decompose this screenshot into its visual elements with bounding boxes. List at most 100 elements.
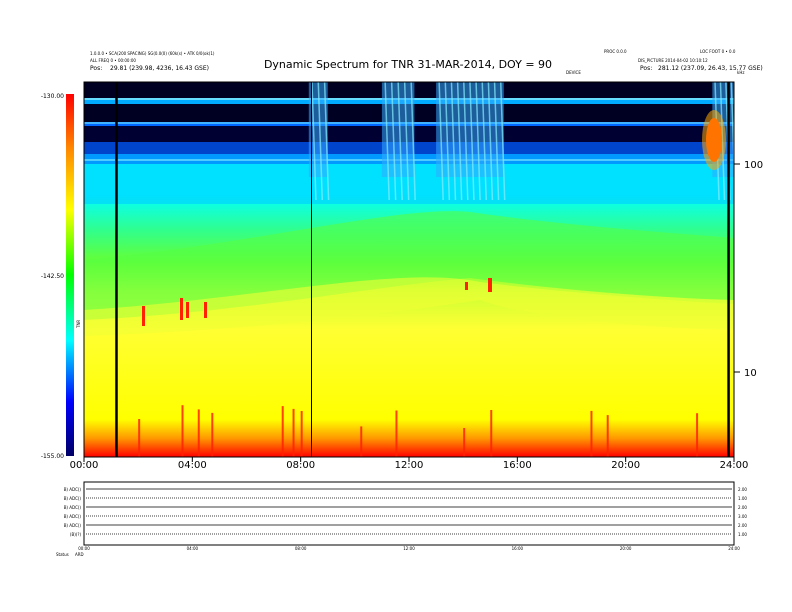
header-center-small: DEVICE (566, 70, 581, 75)
burst-streak (403, 82, 410, 201)
colorbar-tick-top: -130.00 (41, 93, 64, 100)
hk-row-label: B) ADC() (64, 505, 82, 510)
burst-streak (475, 82, 481, 201)
burst-streak (390, 82, 397, 201)
burst-halo-end (702, 110, 726, 170)
header-left-line2: ALL FREQ 0 • 00:00:00 (90, 58, 136, 63)
burst-streak (469, 82, 475, 201)
burst-streak (499, 82, 506, 201)
xtick-label: 04:00 (178, 460, 207, 471)
hk-row-right-label: 1.00 (738, 496, 747, 501)
red-spot-6 (465, 282, 468, 290)
hk-xtick-label: 24:00 (728, 546, 740, 551)
header-left-pos-label: Pos: (90, 65, 102, 72)
colorbar-tick-bottom: -155.00 (41, 453, 64, 460)
hk-xtick-label: 16:00 (512, 546, 524, 551)
spectrogram (84, 82, 734, 457)
burst-streak (438, 82, 444, 201)
red-spike (138, 419, 141, 457)
burst-streak (481, 82, 487, 201)
burst-streak (410, 82, 416, 201)
housekeeping-rows: B) ADC() 2.00 B) ADC() 1.00 B) ADC() 2.00 B) A… (64, 487, 748, 537)
red-spike (211, 412, 214, 457)
red-spot-3 (186, 302, 189, 318)
colorbar (66, 94, 74, 456)
marker-group (115, 82, 730, 457)
hk-row-label: B) ADC() (64, 514, 82, 519)
xtick-label: 08:00 (286, 460, 315, 471)
burst-streak (450, 82, 457, 201)
housekeeping-x-axis: 00:00 04:00 08:00 12:00 16:00 20:00 24:00 (78, 546, 740, 551)
header-right-line2: DIS_PICTURE 2014-04-02 10:10:12 (638, 58, 708, 63)
colorbar-tick-mid: -142.50 (41, 273, 64, 280)
red-spike (395, 410, 398, 457)
burst-streak (384, 82, 390, 201)
hk-row-right-label: 2.00 (738, 505, 747, 510)
red-spot-4 (204, 302, 207, 318)
red-spike (463, 428, 466, 457)
burst-streak (444, 82, 451, 201)
red-spike (490, 410, 493, 457)
yellow-arch-band (84, 277, 734, 336)
header-right-top2: LOC FOOT 0 • 0.0 (700, 49, 736, 54)
xtick-label: 20:00 (611, 460, 640, 471)
red-spike (696, 413, 699, 457)
red-spike (197, 409, 200, 457)
header-top-right-small: kHz (737, 70, 744, 75)
burst-streak (397, 82, 403, 201)
hk-xtick-label: 00:00 (78, 546, 90, 551)
burst-streak (456, 82, 463, 201)
header-left-line1: 1.0.0.0 • SCA(200 SPACING) SG(0.0(0) (60… (90, 51, 215, 56)
hk-row-right-label: 2.00 (738, 523, 747, 528)
xtick-label: 24:00 (720, 460, 749, 471)
hk-row-right-label: 3.00 (738, 514, 747, 519)
red-spike (590, 410, 593, 457)
header-right-top1: PROC 0.0.0 (604, 49, 627, 54)
footer-status-label: Status (56, 552, 69, 557)
ytick-label-10: 10 (744, 368, 757, 379)
right-axis: 100 10 (734, 160, 763, 379)
red-spike (292, 408, 295, 457)
green-arch-band (84, 211, 734, 320)
hk-row-label: B) ADC() (64, 496, 82, 501)
red-spot-5 (488, 278, 492, 292)
burst-streak (487, 82, 494, 201)
burst-region (308, 82, 328, 177)
housekeeping-panel (83, 481, 735, 546)
hk-row-label: B) ADC() (64, 487, 82, 492)
burst-streak (323, 82, 330, 201)
red-spike (181, 405, 184, 457)
xtick-label: 16:00 (503, 460, 532, 471)
hk-xtick-label: 04:00 (187, 546, 199, 551)
footer-status-value: ARD (75, 552, 84, 557)
red-spot-2 (180, 298, 183, 320)
hk-row-label: (B)(?) (70, 532, 82, 537)
hk-xtick-label: 08:00 (295, 546, 307, 551)
colorbar-label: TNR (76, 320, 81, 329)
red-spike (606, 415, 609, 457)
burst-streak (311, 82, 317, 201)
red-spot-1 (142, 306, 145, 326)
ytick-label-100: 100 (744, 160, 763, 171)
red-spike (281, 406, 284, 457)
hk-row-right-label: 2.00 (738, 487, 747, 492)
red-spike (360, 426, 363, 457)
burst-streak (317, 82, 324, 201)
header-right-pos-value: 281.12 (237.09, 26.43, 15.77 GSE) (658, 65, 763, 72)
burst-streak (730, 82, 734, 185)
xtick-label: 00:00 (70, 460, 99, 471)
header-left-pos-value: 29.81 (239.98, 4236, 16.43 GSE) (110, 65, 209, 72)
x-axis: 00:00 04:00 08:00 12:00 16:00 20:00 24:00 (70, 457, 749, 471)
hk-row-label: B) ADC() (64, 523, 82, 528)
spike-group (138, 405, 699, 457)
hk-row-right-label: 1.00 (738, 532, 747, 537)
burst-streak (493, 82, 500, 201)
xtick-label: 12:00 (395, 460, 424, 471)
hk-xtick-label: 20:00 (620, 546, 632, 551)
chart-title: Dynamic Spectrum for TNR 31-MAR-2014, DO… (264, 58, 552, 71)
red-spike (300, 411, 303, 457)
burst-streak (463, 82, 469, 201)
header-right-pos-label: Pos: (640, 65, 652, 72)
hk-xtick-label: 12:00 (403, 546, 415, 551)
